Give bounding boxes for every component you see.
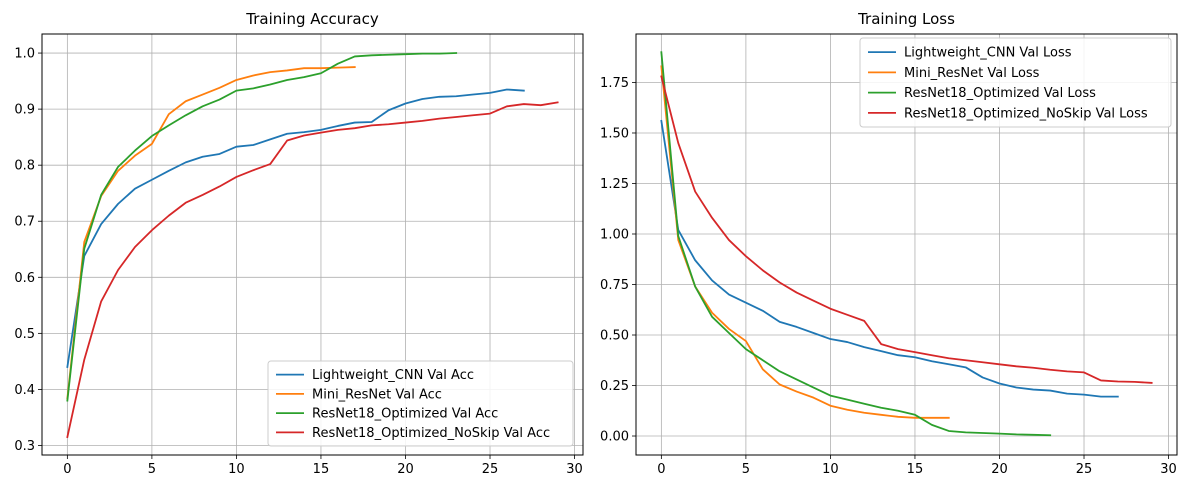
acc-y-tick-label: 0.9 [14, 103, 35, 118]
legend-label-mini-resnet-val-loss: Mini_ResNet Val Loss [904, 66, 1040, 81]
acc-y-tick-label: 1.0 [14, 47, 35, 62]
accuracy-chart: 0 5 10 15 20 25 30 0.3 0.4 0.5 0.6 0.7 0.8 0.9 1.0 Trai… [14, 10, 584, 477]
legend-label-resnet18-optimized-noskip-val-loss: ResNet18_Optimized_NoSkip Val Loss [904, 106, 1148, 121]
acc-x-tick-label: 0 [63, 462, 71, 477]
loss-y-tick-label: 0.50 [600, 329, 629, 344]
legend-label-resnet18-optimized-noskip-val-acc: ResNet18_Optimized_NoSkip Val Acc [312, 426, 550, 441]
acc-x-tick-label: 20 [397, 462, 414, 477]
series-line-mini-resnet-val-loss [660, 65, 950, 419]
series-line-lightweight-cnn-val-loss [660, 119, 1119, 398]
legend-label-lightweight-cnn-val-acc: Lightweight_CNN Val Acc [312, 368, 474, 383]
loss-chart: 0 5 10 15 20 25 30 0.00 0.25 0.50 0.75 1.00 1.25 1.50… [600, 10, 1178, 477]
series-line-resnet18-optimized-val-acc [66, 52, 458, 402]
series-line-resnet18-optimized-val-loss [660, 51, 1052, 437]
acc-y-tick-label: 0.6 [14, 271, 35, 286]
series-line-resnet18-optimized-noskip-val-acc [66, 101, 559, 439]
acc-y-tick-label: 0.4 [14, 383, 35, 398]
acc-x-tick-label: 30 [566, 462, 583, 477]
acc-y-tick-label: 0.8 [14, 159, 35, 174]
acc-y-tick-label: 0.7 [14, 215, 35, 230]
loss-y-tick-label: 1.50 [600, 126, 629, 141]
loss-x-tick-label: 10 [822, 462, 839, 477]
loss-y-tick-label: 0.75 [600, 278, 629, 293]
acc-y-tick-label: 0.3 [14, 439, 35, 454]
acc-legend: Lightweight_CNN Val Acc Mini_ResNet Val A… [267, 360, 574, 447]
acc-x-tick-label: 25 [482, 462, 499, 477]
loss-x-tick-label: 5 [742, 462, 750, 477]
loss-chart-title: Training Loss [857, 10, 955, 28]
loss-x-tick-label: 0 [657, 462, 665, 477]
loss-y-tick-label: 1.00 [600, 227, 629, 242]
loss-x-tick-label: 30 [1160, 462, 1177, 477]
loss-y-tick-label: 1.75 [600, 76, 629, 91]
loss-y-tick-label: 0.25 [600, 379, 629, 394]
loss-plot-frame [635, 33, 1178, 456]
loss-legend-box [859, 37, 1172, 128]
loss-x-tick-label: 25 [1076, 462, 1093, 477]
acc-x-tick-label: 5 [148, 462, 156, 477]
legend-label-resnet18-optimized-val-loss: ResNet18_Optimized Val Loss [904, 86, 1096, 101]
series-line-resnet18-optimized-noskip-val-loss [660, 75, 1153, 384]
series-line-mini-resnet-val-acc [66, 66, 356, 400]
loss-y-tick-label: 0.00 [600, 430, 629, 445]
loss-y-tick-label: 1.25 [600, 177, 629, 192]
series-line-lightweight-cnn-val-acc [66, 88, 525, 369]
acc-plot-frame [41, 33, 584, 456]
loss-legend: Lightweight_CNN Val Loss Mini_ResNet Val … [859, 37, 1172, 128]
legend-label-lightweight-cnn-val-loss: Lightweight_CNN Val Loss [904, 46, 1072, 61]
legend-label-mini-resnet-val-acc: Mini_ResNet Val Acc [312, 387, 442, 402]
legend-label-resnet18-optimized-val-acc: ResNet18_Optimized Val Acc [312, 407, 498, 422]
acc-x-tick-label: 15 [313, 462, 330, 477]
acc-x-tick-label: 10 [228, 462, 245, 477]
acc-y-tick-label: 0.5 [14, 327, 35, 342]
loss-x-tick-label: 15 [907, 462, 924, 477]
loss-x-tick-label: 20 [991, 462, 1008, 477]
acc-chart-title: Training Accuracy [245, 10, 379, 28]
acc-legend-box [267, 360, 574, 447]
